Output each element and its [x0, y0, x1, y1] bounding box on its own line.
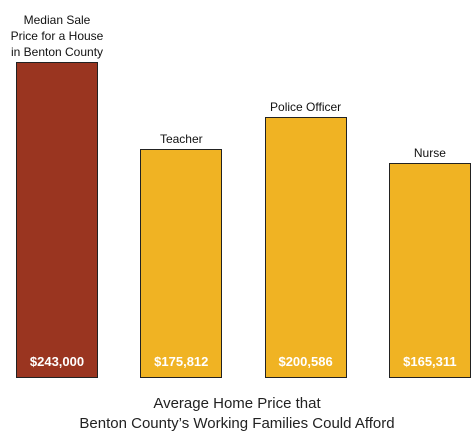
bar: [16, 62, 98, 378]
bar: [264, 117, 347, 378]
category-label: Nurse: [413, 146, 446, 161]
value-label: $243,000: [29, 354, 85, 369]
bar: [388, 163, 471, 378]
value-label: $175,812: [154, 354, 209, 369]
chart-title: Average Home Price that Benton County’s …: [79, 395, 395, 432]
value-label: $200,586: [278, 354, 333, 369]
bar: [140, 149, 223, 378]
category-label: Teacher: [159, 132, 203, 147]
value-label: $165,311: [403, 354, 457, 369]
category-label: Police Officer: [270, 100, 342, 115]
category-label: Median Sale Price for a House in Benton …: [10, 13, 104, 59]
